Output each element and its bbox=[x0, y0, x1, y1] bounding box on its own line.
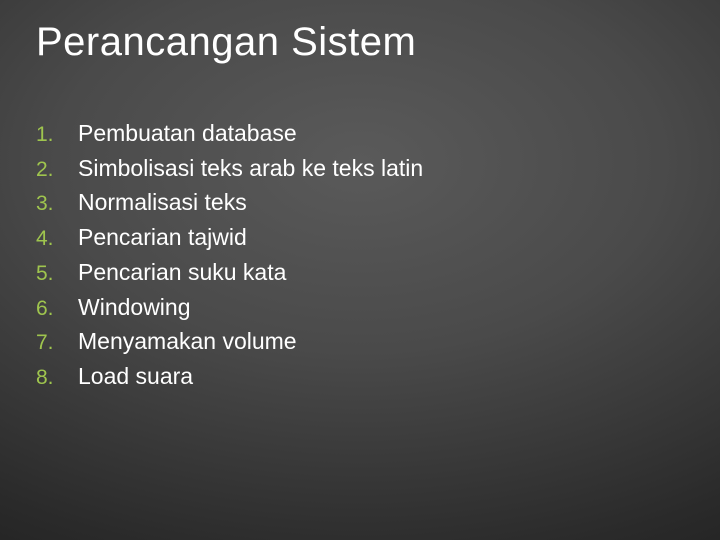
item-number: 1. bbox=[36, 121, 78, 149]
slide: Perancangan Sistem 1. Pembuatan database… bbox=[0, 0, 720, 540]
item-text: Simbolisasi teks arab ke teks latin bbox=[78, 153, 680, 183]
item-text: Load suara bbox=[78, 361, 680, 391]
numbered-list: 1. Pembuatan database 2. Simbolisasi tek… bbox=[36, 118, 680, 396]
item-number: 7. bbox=[36, 329, 78, 357]
list-item: 3. Normalisasi teks bbox=[36, 187, 680, 218]
list-item: 1. Pembuatan database bbox=[36, 118, 680, 149]
item-text: Pembuatan database bbox=[78, 118, 680, 148]
list-item: 8. Load suara bbox=[36, 361, 680, 392]
list-item: 7. Menyamakan volume bbox=[36, 326, 680, 357]
list-item: 5. Pencarian suku kata bbox=[36, 257, 680, 288]
list-item: 6. Windowing bbox=[36, 292, 680, 323]
item-number: 2. bbox=[36, 156, 78, 184]
list-item: 2. Simbolisasi teks arab ke teks latin bbox=[36, 153, 680, 184]
item-text: Menyamakan volume bbox=[78, 326, 680, 356]
item-text: Pencarian suku kata bbox=[78, 257, 680, 287]
item-text: Windowing bbox=[78, 292, 680, 322]
item-text: Normalisasi teks bbox=[78, 187, 680, 217]
item-number: 4. bbox=[36, 225, 78, 253]
item-number: 8. bbox=[36, 364, 78, 392]
item-number: 6. bbox=[36, 295, 78, 323]
item-text: Pencarian tajwid bbox=[78, 222, 680, 252]
slide-title: Perancangan Sistem bbox=[36, 20, 416, 65]
list-item: 4. Pencarian tajwid bbox=[36, 222, 680, 253]
item-number: 5. bbox=[36, 260, 78, 288]
item-number: 3. bbox=[36, 190, 78, 218]
